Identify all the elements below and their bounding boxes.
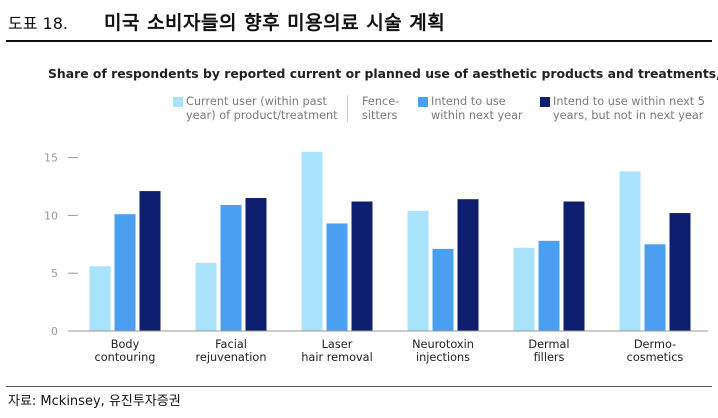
x-tick-label: cosmetics [627, 351, 684, 364]
bar-intend_5_years [669, 213, 691, 331]
x-tick-label: fillers [534, 351, 565, 364]
legend-swatch-intend-5-years [540, 97, 550, 107]
bar-current_user [89, 266, 111, 331]
bar-intend_next_year [432, 248, 454, 331]
y-tick-label: 10 [44, 209, 58, 222]
x-tick-label: contouring [95, 351, 156, 364]
legend-fence-sitters: Fence-sitters [362, 95, 400, 122]
bar-intend_next_year [326, 223, 348, 331]
x-tick-label: Neurotoxin [412, 338, 474, 351]
legend-label-current-user: Current user (within past year) of produ… [186, 95, 338, 122]
source-note: 자료: Mckinsey, 유진투자증권 [8, 394, 181, 409]
legend-divider [347, 95, 348, 123]
x-tick-label: injections [416, 351, 470, 364]
bar-current_user [301, 151, 323, 331]
bar-intend_next_year [644, 244, 666, 331]
legend-label-intend-next-year: Intend to use within next year [431, 95, 523, 122]
x-tick-label: rejuvenation [195, 351, 266, 364]
x-tick-label: Dermal [528, 338, 569, 351]
footer-divider [6, 386, 712, 387]
chart-subtitle: Share of respondents by reported current… [48, 66, 718, 81]
bar-current_user [619, 171, 641, 331]
bar-intend_5_years [245, 198, 267, 331]
bar-intend_next_year [114, 214, 136, 331]
legend-label-intend-5-years: Intend to use within next 5 years, but n… [553, 95, 705, 122]
x-tick-label: hair removal [301, 351, 372, 364]
bar-intend_next_year [220, 204, 242, 331]
x-tick-label: Body [111, 338, 140, 351]
x-tick-label: Dermo- [634, 338, 676, 351]
subtitle-text: Share of respondents by reported current… [48, 66, 718, 81]
bar-intend_5_years [563, 201, 585, 331]
figure-label: 도표 18. [8, 14, 68, 33]
bar-current_user [407, 210, 429, 331]
bar-current_user [513, 247, 535, 331]
bar-intend_5_years [351, 201, 373, 331]
title-divider [6, 40, 712, 42]
x-tick-label: Laser [322, 338, 353, 351]
legend-swatch-current-user [173, 97, 183, 107]
x-tick-label: Facial [215, 338, 247, 351]
y-tick-label: 0 [51, 325, 58, 338]
legend-swatch-intend-next-year [418, 97, 428, 107]
figure-title: 미국 소비자들의 향후 미용의료 시술 계획 [104, 12, 446, 34]
y-tick-label: 15 [44, 152, 58, 165]
bar-intend_next_year [538, 240, 560, 331]
y-tick-label: 5 [51, 267, 58, 280]
bar-intend_5_years [139, 191, 161, 331]
bar-current_user [195, 262, 217, 331]
bar-intend_5_years [457, 199, 479, 331]
